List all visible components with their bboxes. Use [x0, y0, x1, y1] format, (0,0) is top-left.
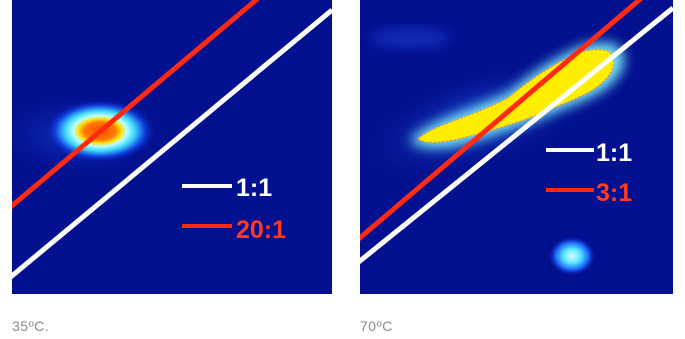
- ratio-line-20-1: [12, 0, 260, 210]
- ratio-line-1-1: [360, 6, 673, 265]
- ratio-line-3-1: [360, 0, 643, 242]
- heatmap-image-35c: 1:1 20:1: [12, 0, 332, 294]
- heatmap-panel-70c: 1:1 3:1: [360, 0, 673, 294]
- heatmap-image-70c: 1:1 3:1: [360, 0, 673, 294]
- legend-label-1-1: 1:1: [596, 139, 632, 167]
- caption-70c: 70ºC: [360, 318, 393, 334]
- caption-35c: 35ºC.: [12, 318, 50, 334]
- signal-blob: [417, 48, 615, 144]
- heatmap-panel-35c: 1:1 20:1: [12, 0, 332, 294]
- ratio-line-1-1: [12, 8, 332, 280]
- signal-halo-left: [370, 28, 450, 48]
- legend-label-1-1: 1:1: [236, 174, 272, 202]
- signal-spot: [548, 236, 596, 276]
- legend-label-3-1: 3:1: [596, 179, 632, 207]
- legend-label-20-1: 20:1: [236, 216, 286, 244]
